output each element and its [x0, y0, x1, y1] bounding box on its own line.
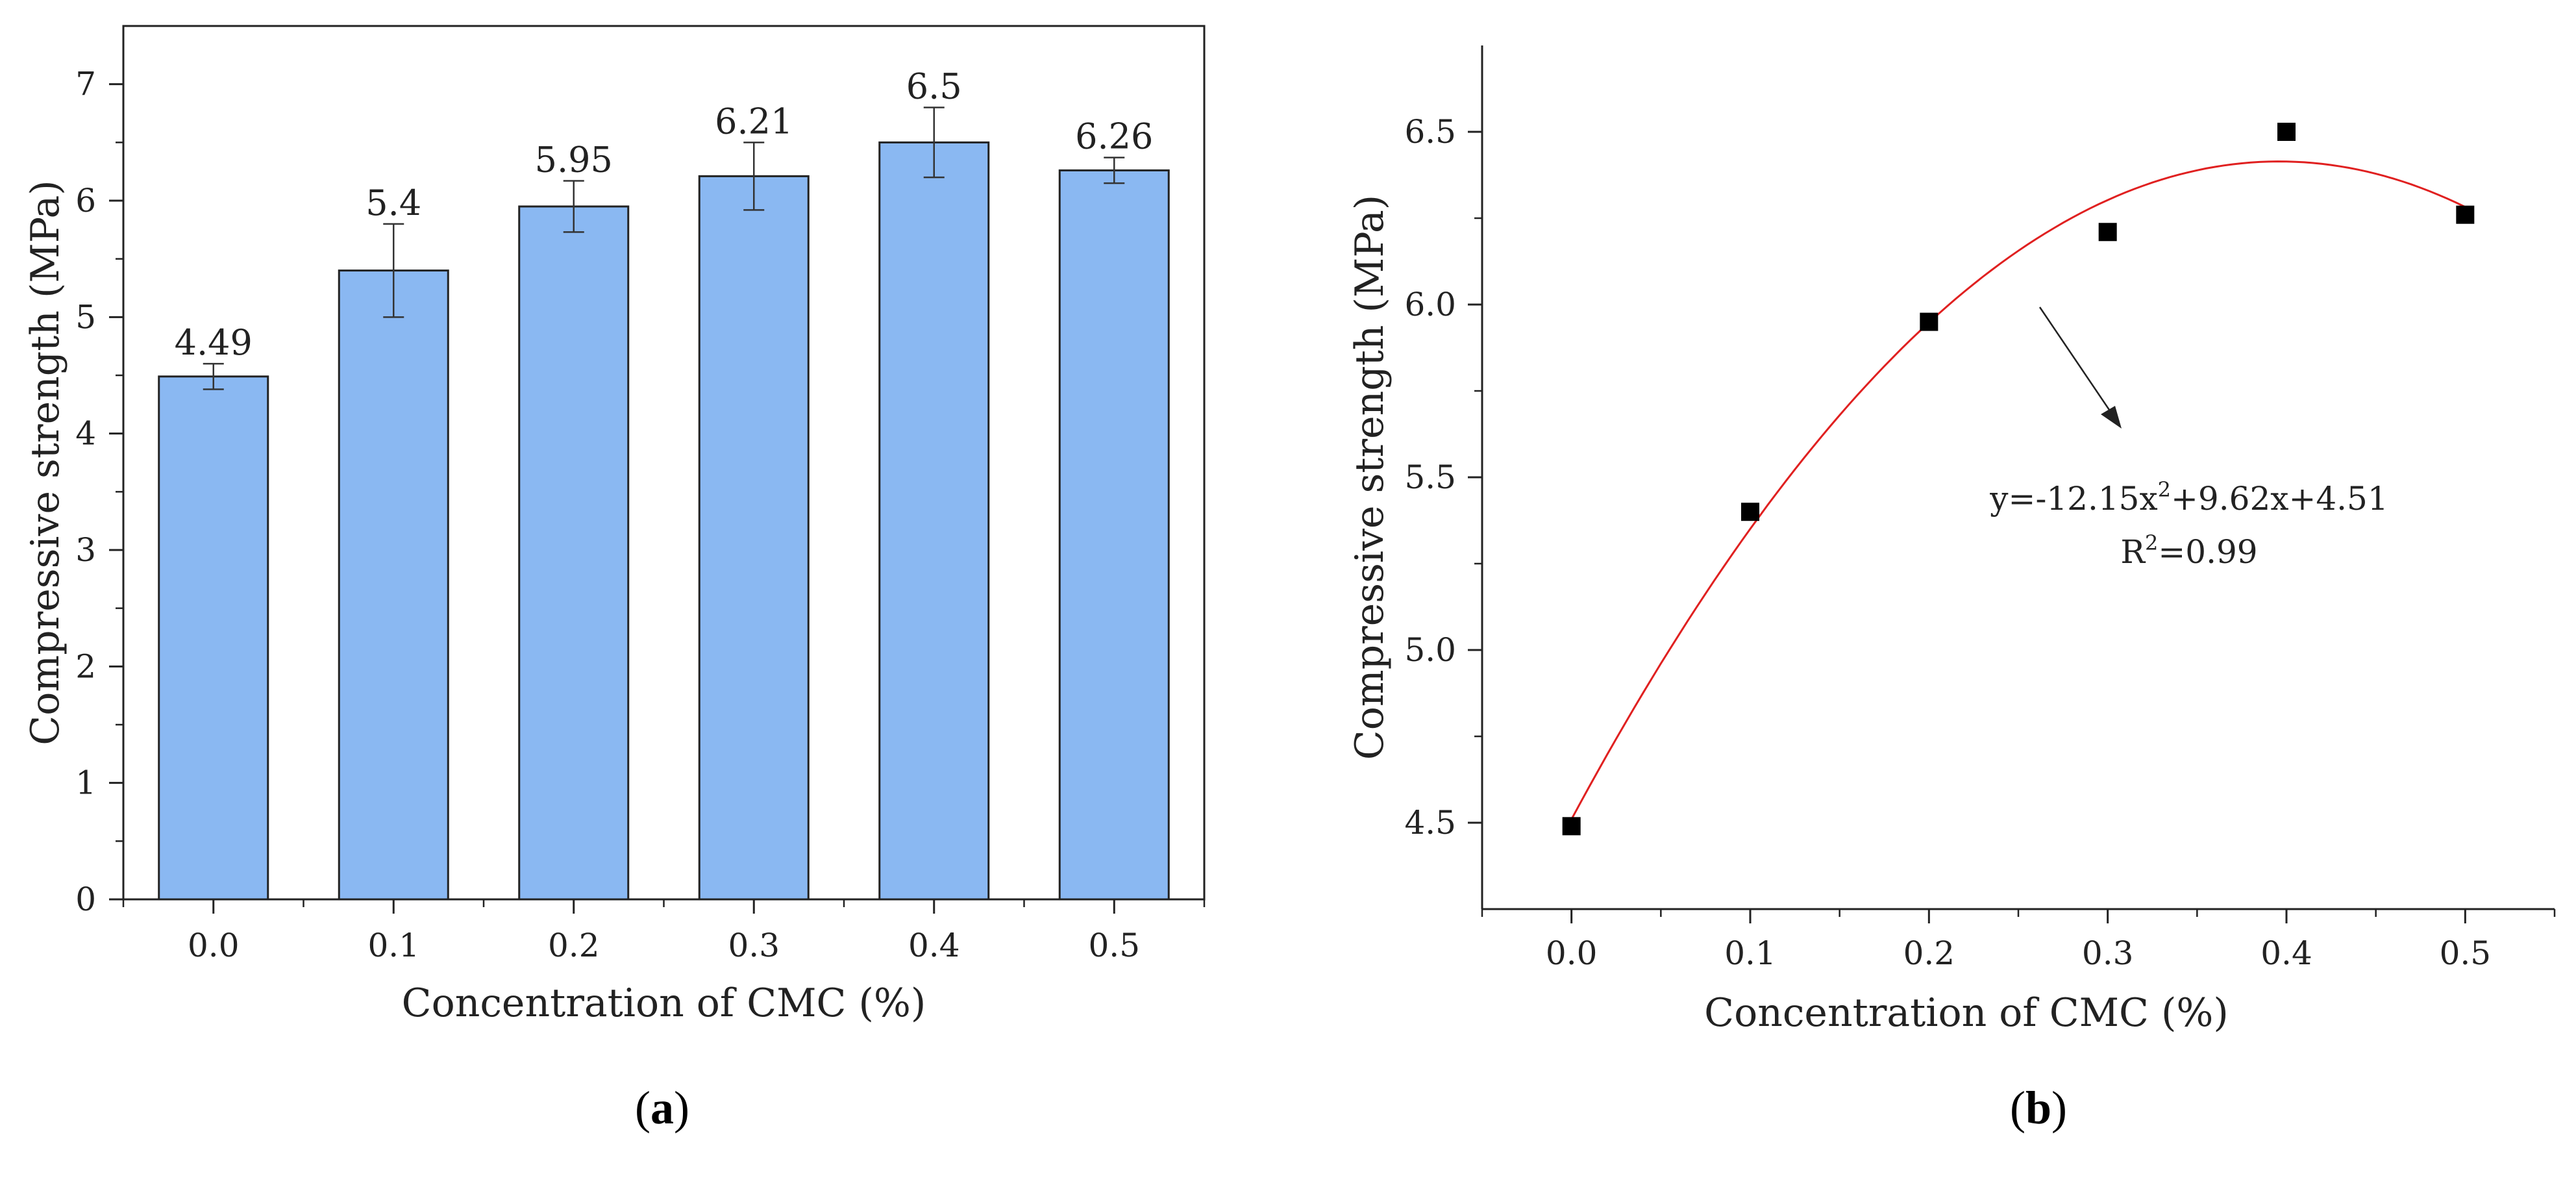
y-axis-title: Compressive strength (MPa) [23, 180, 68, 745]
data-label: 5.95 [535, 140, 613, 181]
y-axis-title: Compressive strength (MPa) [1347, 195, 1393, 760]
data-label: 4.49 [175, 322, 253, 363]
x-tick-label: 0.5 [1088, 927, 1140, 964]
bar-chart-panel-a: 4.49 5.4 5.95 6.21 6.5 6.26 0 1 2 3 4 5 6 7 0.0 0.1 0.2 0… [23, 25, 1206, 1134]
y-tick-label: 6 [75, 182, 96, 219]
fit-equation-suffix: +9.62x+4.51 [2171, 480, 2388, 518]
bar [698, 175, 810, 901]
x-tick-label: 0.2 [1903, 934, 1955, 972]
x-axis-title: Concentration of CMC (%) [402, 981, 926, 1026]
fit-equation-exponent: 2 [2158, 477, 2171, 502]
y-tick-label: 5.5 [1404, 458, 1456, 496]
r-squared-exponent: 2 [2145, 531, 2158, 555]
data-point [2277, 123, 2296, 141]
data-point [2098, 223, 2117, 242]
y-tick-label: 4.5 [1404, 804, 1456, 842]
bar [878, 141, 990, 901]
data-point [1562, 817, 1581, 836]
bar [158, 375, 269, 901]
y-tick-label: 5 [75, 298, 96, 336]
panel-label-letter: a [650, 1082, 674, 1134]
x-tick-label: 0.2 [548, 927, 600, 964]
bar [338, 269, 449, 901]
panel-label-a: (a) [635, 1082, 689, 1134]
x-tick-label: 0.1 [367, 927, 419, 964]
fit-equation-prefix: y=-12.15x [1989, 480, 2157, 518]
x-tick-label: 0.3 [728, 927, 780, 964]
r-squared-prefix: R [2120, 533, 2146, 571]
annotation-arrowhead [2101, 406, 2122, 429]
x-axis-title: Concentration of CMC (%) [1704, 990, 2229, 1036]
data-point [1741, 503, 1759, 521]
x-tick-label: 0.4 [908, 927, 960, 964]
x-tick-label: 0.1 [1724, 934, 1776, 972]
y-tick-label: 6.0 [1404, 286, 1456, 323]
bar [518, 205, 630, 901]
x-tick-label: 0.0 [1546, 934, 1598, 972]
panel-label-letter: b [2025, 1082, 2051, 1134]
y-tick-label: 6.5 [1404, 113, 1456, 151]
panel-label-paren-open: ( [2010, 1082, 2025, 1134]
x-tick-label: 0.0 [188, 927, 240, 964]
y-tick-label: 5.0 [1404, 631, 1456, 669]
panel-label-paren-close: ) [674, 1082, 689, 1134]
y-tick-label: 0 [75, 881, 96, 918]
scatter-chart-panel-b: 4.5 5.0 5.5 6.0 6.5 0.0 0.1 0.2 0.3 0.4 0.5 y=-12.1… [1347, 45, 2556, 1134]
panel-label-b: (b) [2010, 1082, 2067, 1134]
r-squared: R2=0.99 [2120, 531, 2257, 571]
bar [1058, 169, 1170, 901]
data-point [2456, 205, 2475, 224]
y-tick-label: 4 [75, 415, 96, 453]
fit-equation: y=-12.15x2+9.62x+4.51 [1989, 477, 2388, 518]
data-label: 6.26 [1075, 116, 1153, 157]
data-point [1920, 312, 1938, 331]
r-squared-suffix: =0.99 [2158, 533, 2257, 571]
panel-label-paren-open: ( [635, 1082, 650, 1134]
x-tick-label: 0.3 [2082, 934, 2134, 972]
x-tick-label: 0.4 [2260, 934, 2312, 972]
data-label: 6.5 [906, 66, 962, 107]
plot-frame [122, 25, 1206, 901]
y-tick-label: 1 [75, 764, 96, 802]
data-label: 5.4 [365, 182, 421, 223]
y-tick-label: 7 [75, 66, 96, 103]
x-tick-label: 0.5 [2440, 934, 2492, 972]
annotation-arrow-line [2038, 306, 2114, 416]
data-label: 6.21 [715, 101, 793, 142]
fit-curve [1570, 160, 2466, 820]
y-tick-label: 2 [75, 647, 96, 685]
panel-label-paren-close: ) [2051, 1082, 2067, 1134]
y-tick-label: 3 [75, 531, 96, 569]
